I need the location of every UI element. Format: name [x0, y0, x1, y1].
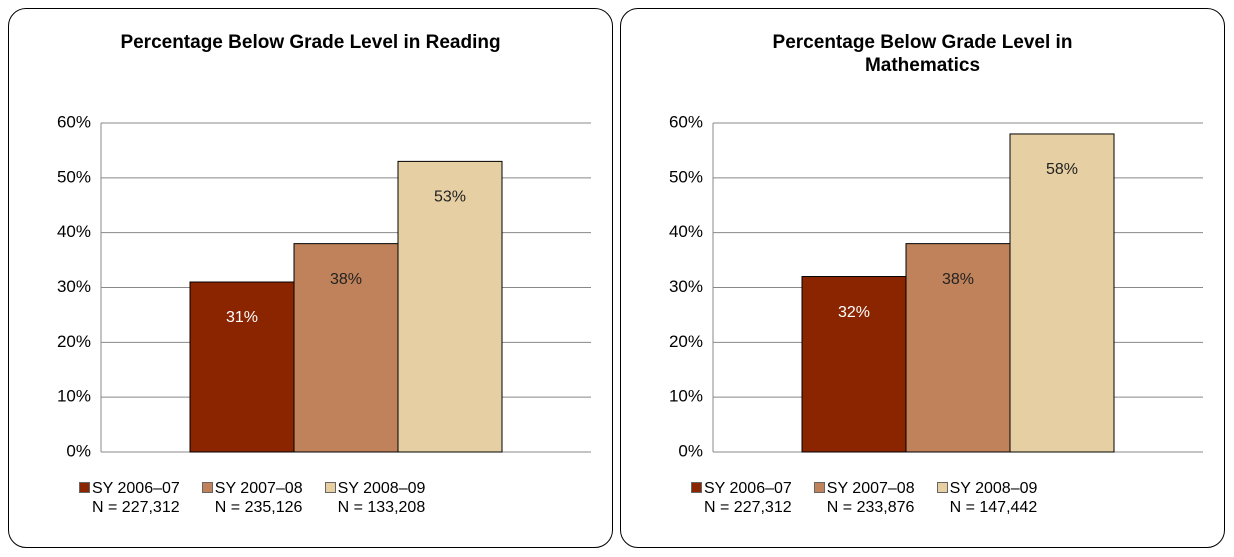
legend-item: SY 2007–08 N = 235,126 [201, 479, 303, 517]
chart: 0% 10% 20% 30% 40% 50% 60% 32% 38% 58% [669, 112, 1203, 460]
data-label: 38% [330, 271, 362, 288]
data-label: 32% [838, 304, 870, 321]
legend: SY 2006–07 N = 227,312 SY 2007–08 N = 233… [691, 479, 1037, 517]
chart-panel: Percentage Below Grade Level in Reading 0… [8, 8, 613, 548]
legend-item: SY 2008–09 N = 147,442 [936, 479, 1038, 517]
legend-item: SY 2007–08 N = 233,876 [813, 479, 915, 517]
legend-swatch [201, 482, 213, 493]
y-tick-label: 40% [669, 222, 703, 241]
data-label: 58% [1046, 161, 1078, 178]
legend-label: SY 2007–08 N = 233,876 [826, 480, 915, 516]
y-tick-label: 50% [57, 167, 91, 186]
legend-swatch [813, 482, 825, 493]
legend-swatch [79, 482, 90, 493]
chart-title: Percentage Below Grade Level in Reading [120, 32, 501, 53]
chart-panel: Percentage Below Grade Level in Mathemat… [620, 8, 1225, 548]
chart-title: Percentage Below Grade Level in Mathemat… [772, 32, 1073, 76]
legend-label: SY 2008–09 N = 147,442 [949, 480, 1038, 516]
legend-swatch [936, 482, 948, 493]
y-tick-label: 10% [57, 387, 91, 406]
bar [293, 243, 399, 453]
y-tick-label: 30% [57, 277, 91, 296]
legend: SY 2006–07 N = 227,312 SY 2007–08 N = 235… [79, 479, 425, 517]
bar [1009, 133, 1115, 453]
bar [397, 160, 503, 453]
y-tick-label: 40% [57, 222, 91, 241]
data-label: 31% [226, 309, 258, 326]
legend-item: SY 2006–07 N = 227,312 [691, 479, 792, 517]
bar [801, 276, 907, 453]
data-label: 38% [942, 271, 974, 288]
y-tick-label: 0% [66, 441, 91, 460]
legend-label: SY 2008–09 N = 133,208 [337, 480, 426, 516]
bar [189, 281, 295, 453]
y-tick-label: 60% [57, 112, 91, 131]
data-label: 53% [434, 189, 466, 206]
y-tick-label: 60% [669, 112, 703, 131]
legend-swatch [691, 482, 702, 493]
y-tick-label: 10% [669, 387, 703, 406]
y-tick-label: 20% [57, 332, 91, 351]
legend-item: SY 2008–09 N = 133,208 [324, 479, 426, 517]
y-tick-label: 50% [669, 167, 703, 186]
legend-swatch [324, 482, 336, 493]
y-tick-label: 0% [678, 441, 703, 460]
y-tick-label: 20% [669, 332, 703, 351]
bar [905, 243, 1011, 453]
legend-label: SY 2006–07 N = 227,312 [92, 480, 180, 516]
y-tick-label: 30% [669, 277, 703, 296]
chart: 0% 10% 20% 30% 40% 50% 60% 31% 38% 53% [57, 112, 591, 460]
legend-item: SY 2006–07 N = 227,312 [79, 479, 180, 517]
legend-label: SY 2006–07 N = 227,312 [704, 480, 792, 516]
legend-label: SY 2007–08 N = 235,126 [214, 480, 303, 516]
